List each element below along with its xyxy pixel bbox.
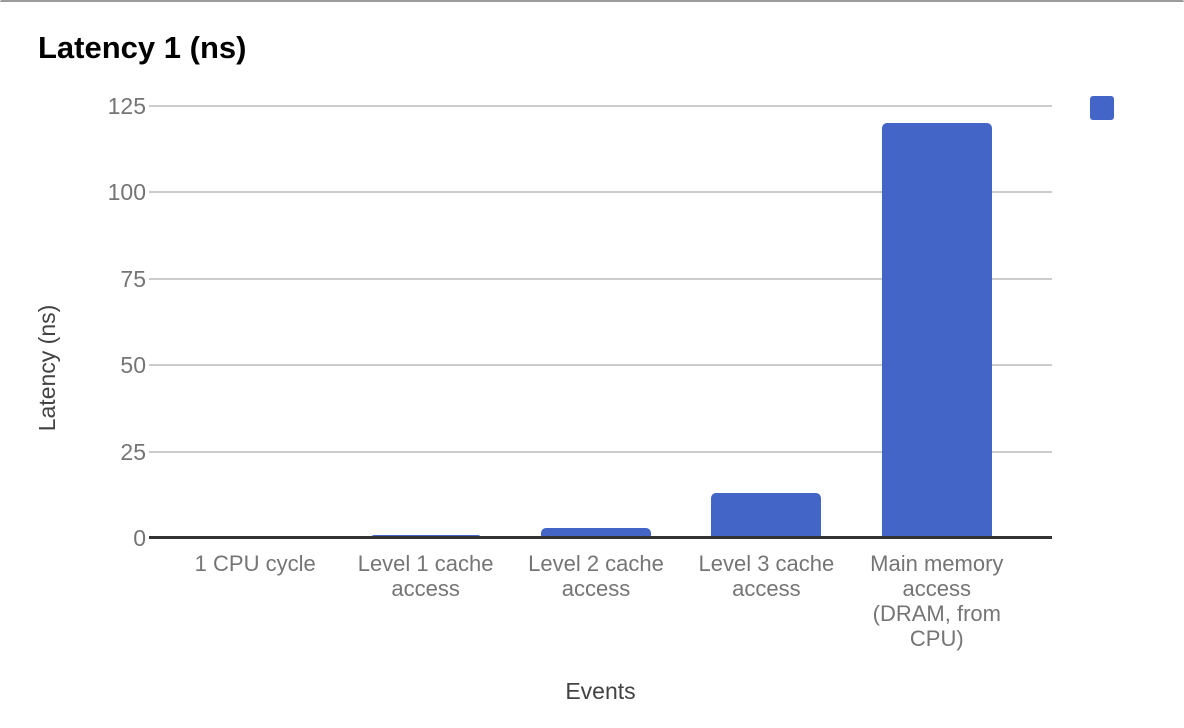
x-category-label-level-1-cache-access: Level 1 cache access [357,551,494,601]
y-tick-label-100: 100 [107,179,146,206]
x-axis-title: Events [565,678,636,704]
bar-level-2-cache-access[interactable] [541,528,651,538]
window-top-edge [0,0,1184,2]
y-tick-label-75: 75 [120,265,146,292]
y-tick-label-0: 0 [133,525,146,551]
y-tick-label-25: 25 [120,438,146,465]
bar-main-memory-access-dram-from-cpu[interactable] [881,123,992,538]
gridline-25 [149,450,1052,453]
gridline-125 [149,105,1052,107]
x-axis-line [149,536,1052,539]
y-tick-label-50: 50 [120,352,146,379]
x-category-label-1-cpu-cycle: 1 CPU cycle [194,551,316,576]
bar-level-3-cache-access[interactable] [711,493,822,538]
gridline-75 [149,277,1052,280]
x-category-label-level-2-cache-access: Level 2 cache access [528,551,664,601]
chart-title: Latency 1 (ns) [38,30,247,65]
gridline-50 [149,364,1052,367]
y-tick-label-125: 125 [107,93,146,119]
legend-swatch[interactable] [1090,96,1114,120]
x-category-label-main-memory-access-dram-from-cpu: Main memory access (DRAM, from CPU) [870,551,1004,651]
gridline-100 [149,191,1052,194]
x-category-label-level-3-cache-access: Level 3 cache access [698,551,835,601]
